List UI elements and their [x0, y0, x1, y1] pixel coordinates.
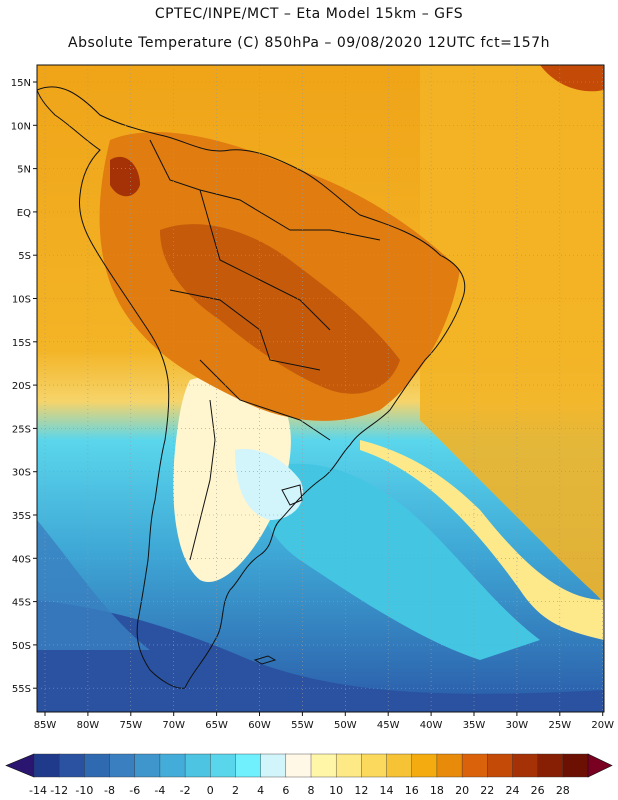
colorbar-label: 6 — [282, 784, 289, 797]
colorbar-swatch — [487, 753, 514, 778]
lat-tick-label: EQ — [17, 208, 31, 219]
temperature-field — [37, 65, 604, 712]
colorbar-label: -4 — [154, 784, 165, 797]
colorbar-label: 10 — [329, 784, 343, 797]
colorbar-swatch — [184, 753, 211, 778]
lat-tick-label: 40S — [12, 554, 31, 565]
lat-tick-label: 15S — [12, 338, 31, 349]
lon-tick-label: 45W — [377, 720, 400, 731]
colorbar-swatch — [461, 753, 488, 778]
colorbar: -14 -12 -10 -8 -6 -4 -2 0 2 4 6 8 10 12 14 16 18 20 22 24 26… — [5, 753, 613, 797]
colorbar-swatch — [512, 753, 539, 778]
colorbar-label: -12 — [50, 784, 68, 797]
field-southatlantic-cool — [257, 463, 540, 660]
lat-tick-label: 10N — [11, 121, 31, 132]
field-pale-intrusion — [173, 376, 291, 582]
chart-title-line1: CPTEC/INPE/MCT – Eta Model 15km – GFS — [154, 6, 464, 22]
colorbar-low-arrow — [5, 753, 35, 778]
colorbar-swatch — [134, 753, 161, 778]
lon-tick-label: 20W — [591, 720, 614, 731]
colorbar-swatch — [109, 753, 136, 778]
colorbar-swatch — [386, 753, 413, 778]
lagoa-dos-patos — [281, 484, 303, 506]
lat-tick-label: 50S — [12, 641, 31, 652]
colorbar-label: 0 — [207, 784, 214, 797]
colorbar-swatch — [335, 753, 363, 778]
lon-tick-label: 55W — [291, 720, 314, 731]
colorbar-swatch — [436, 753, 463, 778]
colorbar-label: 28 — [556, 784, 570, 797]
lon-tick-label: 85W — [34, 720, 57, 731]
lon-tick-label: 35W — [463, 720, 486, 731]
lon-tick-label: 30W — [506, 720, 529, 731]
colorbar-label: 26 — [531, 784, 545, 797]
lat-tick-label: 5S — [18, 251, 31, 262]
field-andes-hot — [110, 156, 140, 197]
field-atlantic-warm — [420, 65, 604, 605]
lon-tick-label: 65W — [205, 720, 228, 731]
lon-tick-label: 50W — [334, 720, 357, 731]
colorbar-swatch — [285, 753, 312, 778]
colorbar-swatch — [33, 753, 60, 778]
colorbar-label: -2 — [180, 784, 191, 797]
colorbar-swatch — [235, 753, 262, 778]
colorbar-label: 20 — [455, 784, 469, 797]
latitude-ticks: 15N 10N 5N EQ 5S 10S 15S 20S 25S 30S 35S 40S 45S 50S 5… — [11, 78, 37, 695]
colorbar-swatch — [361, 753, 388, 778]
map-frame — [36, 64, 605, 713]
lon-tick-label: 40W — [420, 720, 443, 731]
lat-tick-label: 55S — [12, 684, 31, 695]
lon-tick-label: 80W — [77, 720, 100, 731]
field-lightblue-core — [235, 449, 304, 520]
colorbar-label: 8 — [308, 784, 315, 797]
chart-title-line2: Absolute Temperature (C) 850hPa – 09/08/… — [68, 35, 550, 51]
field-south-cold — [37, 600, 604, 712]
colorbar-swatch — [159, 753, 186, 778]
colorbar-label: -10 — [75, 784, 93, 797]
longitude-ticks: 85W 80W 75W 70W 65W 60W 55W 50W 45W 40W 35W 30W 25W 2… — [34, 712, 614, 731]
colorbar-swatch — [411, 753, 438, 778]
graticule — [37, 65, 604, 712]
colorbar-label: 14 — [380, 784, 394, 797]
lat-tick-label: 10S — [12, 295, 31, 306]
colorbar-label: -8 — [104, 784, 115, 797]
colorbar-label: -6 — [129, 784, 140, 797]
country-borders — [149, 139, 381, 561]
lat-tick-label: 30S — [12, 468, 31, 479]
colorbar-label: 22 — [480, 784, 494, 797]
lon-tick-label: 60W — [248, 720, 271, 731]
lat-tick-label: 20S — [12, 381, 31, 392]
colorbar-high-arrow — [587, 753, 613, 778]
south-america-coastline — [37, 86, 466, 689]
field-land-hot — [160, 224, 400, 394]
colorbar-label: -14 — [29, 784, 47, 797]
lon-tick-label: 25W — [548, 720, 571, 731]
colorbar-swatch — [537, 753, 564, 778]
lon-tick-label: 75W — [119, 720, 142, 731]
colorbar-swatch — [562, 753, 589, 778]
field-ne-corner-hot — [540, 65, 604, 92]
colorbar-label: 18 — [430, 784, 444, 797]
colorbar-label: 4 — [257, 784, 264, 797]
field-atlantic-pale — [360, 440, 604, 640]
colorbar-label: 12 — [354, 784, 368, 797]
lat-tick-label: 25S — [12, 424, 31, 435]
lat-tick-label: 45S — [12, 598, 31, 609]
colorbar-swatch — [84, 753, 111, 778]
colorbar-swatch — [210, 753, 237, 778]
colorbar-swatch — [260, 753, 287, 778]
colorbar-label: 2 — [232, 784, 239, 797]
colorbar-label: 24 — [505, 784, 519, 797]
colorbar-swatch — [310, 753, 337, 778]
field-southwest-cold — [37, 520, 150, 650]
falkland-islands — [253, 655, 277, 665]
lat-tick-label: 5N — [17, 165, 31, 176]
colorbar-swatch — [58, 753, 86, 778]
colorbar-label: 16 — [405, 784, 419, 797]
lat-tick-label: 15N — [11, 78, 31, 89]
lon-tick-label: 70W — [162, 720, 185, 731]
coastlines — [37, 86, 466, 689]
lat-tick-label: 35S — [12, 511, 31, 522]
